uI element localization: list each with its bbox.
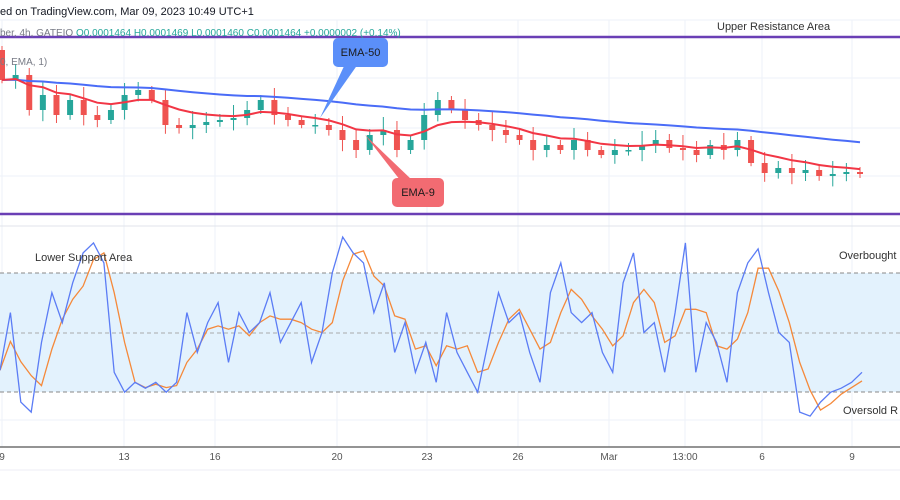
lower-support-label: Lower Support Area xyxy=(35,252,133,264)
candle-body xyxy=(761,163,768,173)
candle-body xyxy=(775,168,782,173)
close-value: C0.0001464 xyxy=(246,28,302,39)
candle-body xyxy=(162,100,169,125)
candle-body xyxy=(611,150,618,155)
upper-resistance-label: Upper Resistance Area xyxy=(717,21,831,33)
candle-body xyxy=(557,145,564,150)
candle-body xyxy=(462,110,469,120)
candle-body xyxy=(843,172,850,174)
candle-body xyxy=(0,50,5,80)
stoch-k-line xyxy=(0,235,863,417)
candle-body xyxy=(176,125,183,128)
candles xyxy=(0,46,863,187)
ema9-line xyxy=(1,77,861,171)
candle-body xyxy=(421,115,428,140)
x-tick-label: 9 xyxy=(0,452,5,463)
candle-body xyxy=(366,135,373,150)
x-tick-label: 23 xyxy=(421,452,433,463)
candle-body xyxy=(107,110,114,120)
ema9-callout[interactable]: EMA-9 xyxy=(392,178,444,207)
low-value: L0.0001460 xyxy=(191,28,244,39)
candle-body xyxy=(148,90,155,100)
candle-body xyxy=(135,90,142,95)
x-tick-label: 26 xyxy=(512,452,524,463)
candle-body xyxy=(39,95,46,110)
candle-body xyxy=(285,115,291,120)
x-tick-label: 13:00 xyxy=(672,452,698,463)
candle-body xyxy=(94,115,101,120)
candle-body xyxy=(230,118,237,120)
candle-body xyxy=(339,130,346,140)
candle-body xyxy=(584,140,591,150)
candle-body xyxy=(12,75,19,80)
candle-body xyxy=(271,100,278,115)
grid xyxy=(0,19,900,447)
x-tick-label: 9 xyxy=(849,452,855,463)
candle-body xyxy=(802,170,809,173)
ema50-callout-pointer xyxy=(320,64,358,118)
candle-body xyxy=(393,130,400,150)
symbol-text: ber, 4h, GATEIO xyxy=(0,28,74,39)
candle-body xyxy=(489,125,496,130)
candle-body xyxy=(353,140,360,150)
high-value: H0.0001469 xyxy=(133,28,189,39)
x-tick-label: 16 xyxy=(209,452,221,463)
candle-body xyxy=(598,150,605,155)
candle-body xyxy=(257,100,264,110)
candle-body xyxy=(748,140,755,163)
candle-body xyxy=(26,75,33,110)
oversold-label: Oversold R xyxy=(843,405,899,417)
candle-body xyxy=(625,150,632,152)
candle-body xyxy=(816,170,823,176)
candle-body xyxy=(502,130,509,135)
x-tick-label: 6 xyxy=(759,452,765,463)
candle-body xyxy=(679,148,686,150)
candle-body xyxy=(325,125,332,130)
candle-body xyxy=(312,125,319,127)
x-tick-label: 13 xyxy=(118,452,130,463)
candle-body xyxy=(693,150,700,155)
ema9-callout-pointer xyxy=(365,135,412,180)
candle-body xyxy=(67,100,74,115)
candle-body xyxy=(652,140,659,145)
candle-body xyxy=(788,168,795,173)
candle-body xyxy=(407,140,414,150)
ema50-callout[interactable]: EMA-50 xyxy=(333,38,388,67)
candle-body xyxy=(448,100,455,110)
publish-text: ed on TradingView.com, Mar 09, 2023 10:4… xyxy=(0,6,254,18)
candle-body xyxy=(571,140,577,150)
candle-body xyxy=(203,122,210,125)
candle-body xyxy=(734,140,741,150)
candle-body xyxy=(216,120,223,122)
candle-body xyxy=(189,125,196,128)
x-tick-label: 20 xyxy=(331,452,343,463)
overbought-label: Overbought xyxy=(839,250,897,262)
ohlc-legend: ber, 4h, GATEIO O0.0001464 H0.0001469 L0… xyxy=(0,28,401,39)
candle-body xyxy=(707,145,714,155)
candle-body xyxy=(434,100,441,115)
candle-body xyxy=(298,120,305,125)
candle-body xyxy=(857,172,863,174)
change-value: +0.0000002 (+0.14%) xyxy=(304,28,401,39)
candle-body xyxy=(829,174,836,176)
candle-body xyxy=(380,130,387,135)
candle-body xyxy=(516,135,523,140)
x-tick-label: Mar xyxy=(600,452,618,463)
ema50-line xyxy=(1,78,861,144)
candle-body xyxy=(666,140,673,148)
candle-body xyxy=(530,140,537,150)
indicator-legend: 0, EMA, 1) xyxy=(0,57,48,68)
open-value: O0.0001464 xyxy=(75,28,132,39)
candle-body xyxy=(80,100,87,115)
candle-body xyxy=(639,145,646,150)
candle-body xyxy=(53,95,60,115)
candle-body xyxy=(543,145,550,150)
